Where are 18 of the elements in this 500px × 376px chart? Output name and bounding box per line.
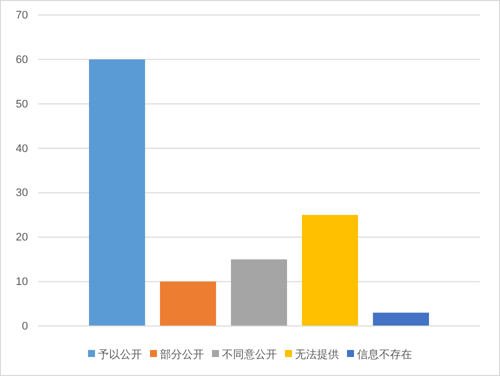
bar [302,214,358,326]
y-tick-label: 50 [16,98,28,110]
legend-label: 不同意公开 [222,348,277,361]
y-tick-label: 0 [22,320,28,333]
y-tick-label: 60 [16,54,28,66]
y-tick-label: 70 [16,10,28,22]
legend-label: 部分公开 [160,348,204,361]
y-tick-label: 30 [16,187,28,200]
legend-label: 无法提供 [295,348,339,361]
legend-label: 予以公开 [98,348,142,361]
bar [160,282,216,326]
bar [230,259,288,326]
y-tick-label: 10 [16,276,28,288]
legend-label: 信息不存在 [357,348,412,361]
y-tick-label: 40 [16,142,28,155]
bar [89,59,146,326]
bar [372,312,429,326]
y-tick-label: 20 [16,232,28,244]
